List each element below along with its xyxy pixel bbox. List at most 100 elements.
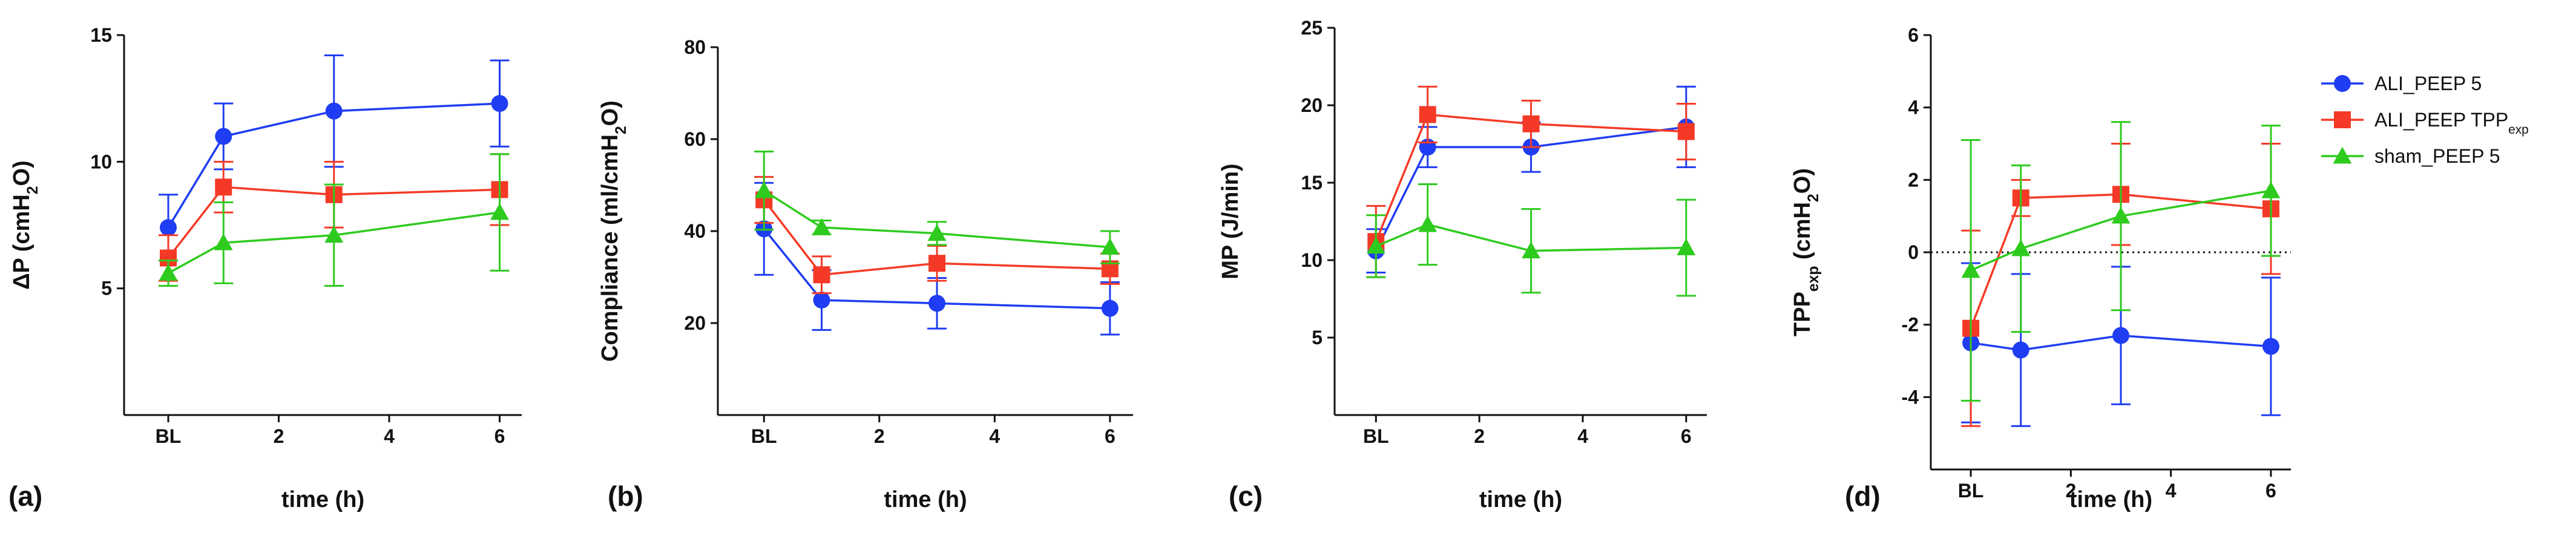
legend-label-sub: exp [2508, 123, 2529, 137]
series-line [1970, 334, 2272, 352]
series-line [167, 102, 500, 229]
series-line [1375, 113, 1686, 242]
legend-label-main: ALI_PEEP TPP [2374, 109, 2508, 131]
data-point-triangle [927, 224, 947, 241]
data-point-square [215, 178, 232, 196]
data-point-circle [325, 102, 343, 120]
y-tick-label: 60 [684, 128, 706, 150]
legend: ALI_PEEP 5 ALI_PEEP TPPexp sham_PEEP 5 [2321, 73, 2529, 167]
data-point-square [1419, 106, 1436, 123]
x-tick-label: 4 [384, 425, 395, 447]
legend-label: sham_PEEP 5 [2374, 145, 2500, 167]
y-label-main: MP (J/min) [1218, 163, 1243, 279]
data-point-triangle [214, 233, 233, 250]
data-point-circle [928, 295, 946, 312]
y-label-main: Compliance (ml/cmH [597, 134, 623, 362]
series-line [763, 199, 1110, 276]
legend-label: ALI_PEEP TPPexp [2374, 109, 2529, 137]
data-point-circle [2262, 338, 2279, 355]
y-tick-label: 2 [1908, 169, 1919, 191]
data-point-triangle [324, 226, 344, 243]
panel-label: (c) [1229, 480, 1263, 512]
panel-c: 5 10 15 20 25 BL 2 4 6 time (h) MP (J/min) (c) [1218, 17, 1707, 512]
y-label-tail: (cmH [1790, 202, 1815, 266]
y-tick-label: 25 [1301, 17, 1322, 39]
x-axis-label: time (h) [2069, 487, 2152, 512]
data-point-triangle [2111, 206, 2131, 224]
series-line [168, 211, 500, 275]
data-point-circle [1101, 299, 1119, 317]
y-tick-label: 15 [90, 24, 112, 46]
legend-marker-circle [2334, 75, 2351, 92]
data-point-triangle [754, 181, 774, 198]
series-triangle [1366, 183, 1696, 297]
data-point-triangle [1418, 215, 1438, 232]
y-label-sub: 2 [613, 126, 629, 134]
panel-label: (d) [1845, 480, 1881, 512]
series-triangle [754, 151, 1120, 264]
x-axis-label: time (h) [281, 487, 364, 512]
data-point-triangle [1100, 238, 1120, 255]
y-label-main: ΔP (cmH [9, 194, 34, 290]
y-label-tail: O) [597, 100, 623, 126]
legend-label-main: ALI_PEEP 5 [2374, 73, 2482, 94]
y-tick-label: 0 [1908, 241, 1919, 263]
x-axis-label: time (h) [1479, 487, 1562, 512]
y-tick-label: 5 [101, 278, 112, 299]
y-tick-label: 15 [1301, 172, 1322, 194]
x-tick-label: 4 [2166, 480, 2177, 502]
data-point-triangle [159, 264, 178, 281]
panel-label: (a) [8, 480, 42, 512]
data-point-circle [160, 219, 177, 237]
y-label-tail: O) [9, 160, 34, 186]
y-tick-label: 10 [1301, 249, 1322, 271]
series-line [167, 186, 500, 259]
data-point-square [928, 255, 946, 272]
series-line [1375, 223, 1686, 252]
x-tick-label: BL [1363, 425, 1389, 447]
data-point-triangle [2261, 181, 2281, 198]
legend-marker-square [2334, 111, 2351, 128]
y-label-sub: exp [1806, 266, 1822, 292]
y-tick-label: 20 [1301, 94, 1322, 116]
y-axis-label: Compliance (ml/cmH2O) [597, 100, 629, 362]
data-point-triangle [490, 203, 509, 220]
legend-label: ALI_PEEP 5 [2374, 73, 2482, 94]
x-tick-label: 2 [274, 425, 284, 447]
x-tick-label: 2 [1474, 425, 1485, 447]
x-tick-label: 4 [989, 425, 1000, 447]
panel-label: (b) [608, 480, 643, 512]
y-label-sub2: 2 [1806, 194, 1822, 202]
x-tick-label: 6 [1681, 425, 1692, 447]
data-point-circle [2012, 341, 2029, 359]
x-tick-label: 2 [2065, 480, 2076, 502]
y-tick-label: 10 [90, 151, 112, 172]
series-line [1375, 126, 1687, 252]
x-tick-label: 6 [1105, 425, 1116, 447]
data-point-triangle [1366, 237, 1385, 254]
y-label-sub: 2 [25, 186, 41, 194]
data-point-triangle [1961, 261, 1980, 278]
y-label-tail2: O) [1790, 168, 1815, 194]
x-tick-label: 6 [494, 425, 505, 447]
data-point-circle [813, 292, 830, 309]
y-tick-label: -2 [1902, 314, 1919, 336]
x-tick-label: 2 [874, 425, 885, 447]
series-triangle [159, 153, 510, 287]
data-point-square [1522, 115, 1540, 132]
y-tick-label: 40 [684, 220, 706, 242]
y-tick-label: 20 [684, 312, 706, 334]
y-axis-label: MP (J/min) [1218, 163, 1243, 279]
series-line [1970, 189, 2272, 272]
x-tick-label: BL [751, 425, 777, 447]
data-point-triangle [1677, 238, 1696, 255]
y-axis-label: ΔP (cmH2O) [9, 160, 41, 290]
y-tick-label: 6 [1908, 24, 1919, 46]
x-tick-label: BL [156, 425, 182, 447]
data-point-triangle [812, 218, 831, 235]
